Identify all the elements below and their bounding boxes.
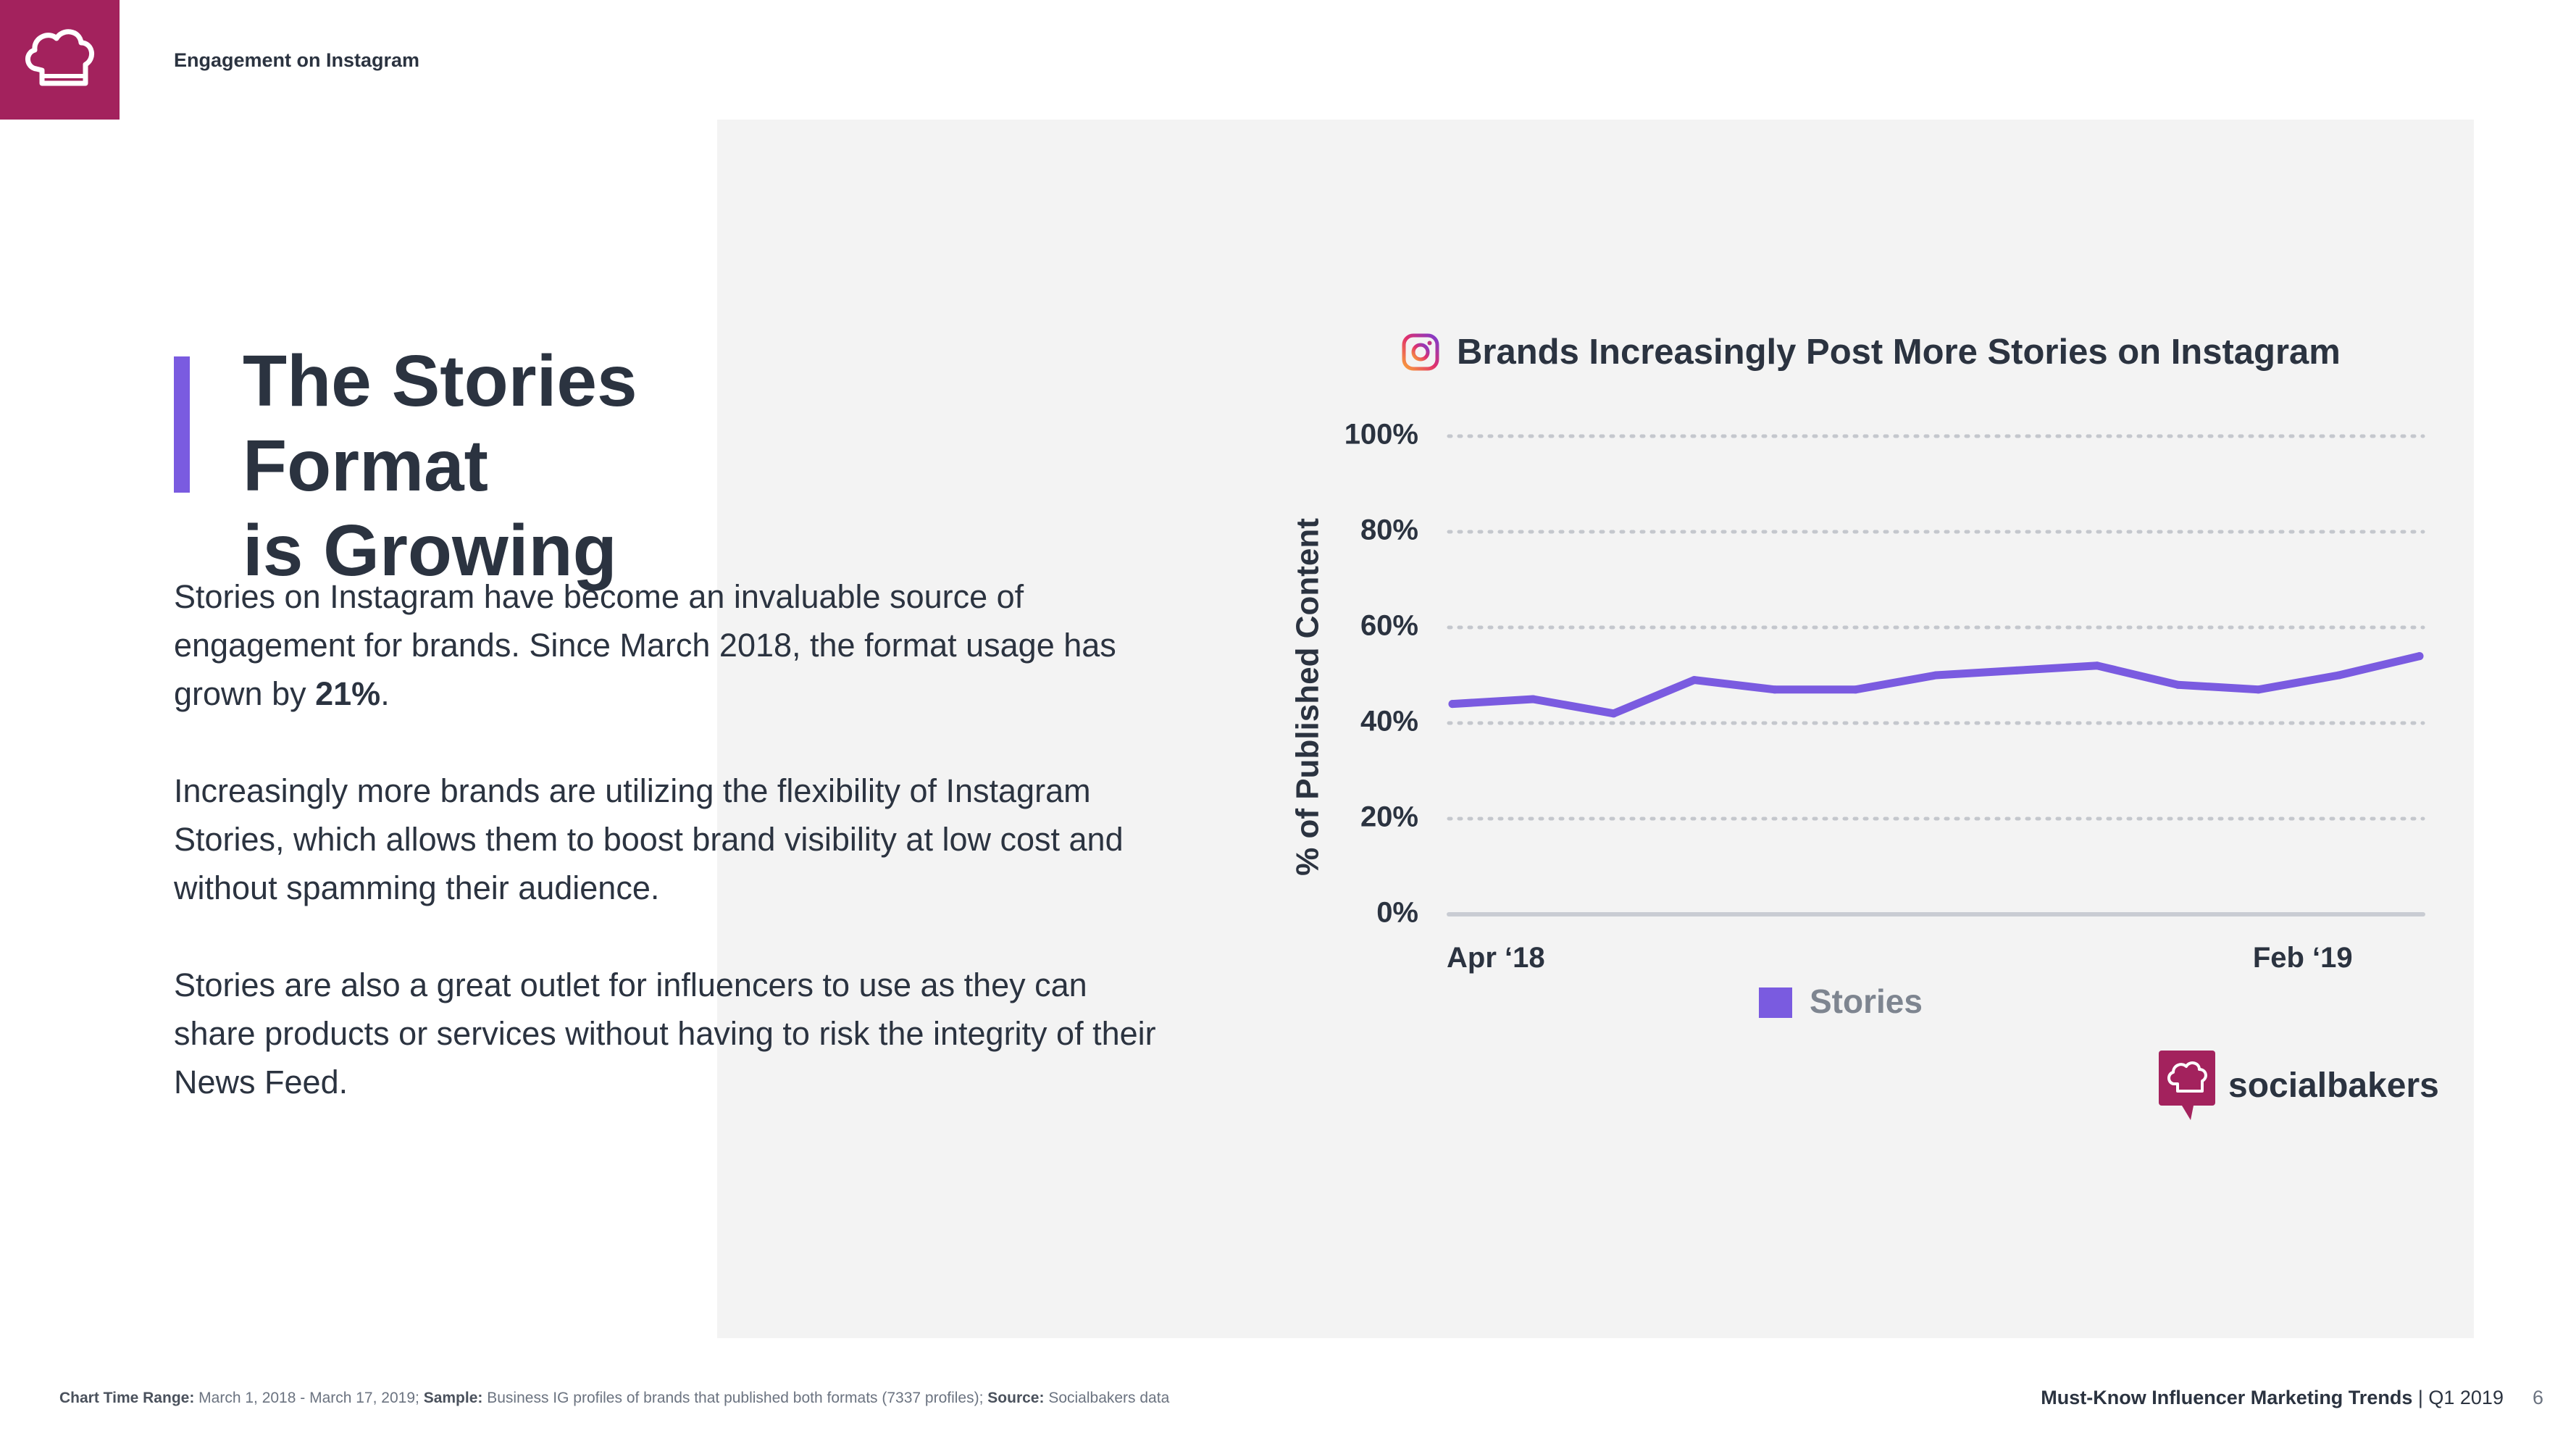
footer-report: Must-Know Influencer Marketing Trends | … bbox=[2041, 1387, 2543, 1409]
data-point bbox=[2415, 652, 2424, 661]
data-point bbox=[1448, 700, 1457, 709]
data-point bbox=[1770, 685, 1779, 694]
data-point bbox=[1529, 695, 1537, 703]
paragraph-3: Stories are also a great outlet for infl… bbox=[174, 966, 1156, 1101]
data-point bbox=[1690, 676, 1699, 685]
socialbakers-logo: socialbakers bbox=[2159, 1051, 2439, 1120]
footer-sample-value: Business IG profiles of brands that publ… bbox=[487, 1390, 984, 1406]
series-line-stories bbox=[1448, 652, 2424, 718]
y-tick-label: 60% bbox=[1360, 610, 1418, 642]
report-period: | Q1 2019 bbox=[2417, 1387, 2504, 1408]
x-tick-label: Feb ‘19 bbox=[2253, 942, 2353, 974]
footer-source-label: Source: bbox=[987, 1390, 1045, 1406]
paragraph-1-end: . bbox=[380, 675, 390, 712]
chart-header: Brands Increasingly Post More Stories on… bbox=[1402, 332, 2341, 372]
instagram-icon bbox=[1402, 333, 1439, 371]
paragraph-1: Stories on Instagram have become an inva… bbox=[174, 572, 1174, 718]
legend-swatch-stories bbox=[1759, 987, 1792, 1018]
chart-panel bbox=[717, 120, 2474, 1338]
brand-name: socialbakers bbox=[2228, 1066, 2439, 1105]
data-point bbox=[1851, 685, 1860, 694]
footer-range-label: Chart Time Range: bbox=[59, 1390, 195, 1406]
data-point bbox=[1610, 709, 1618, 718]
footer-sample-label: Sample: bbox=[423, 1390, 483, 1406]
y-tick-label: 20% bbox=[1360, 801, 1418, 833]
footer-source-value: Socialbakers data bbox=[1048, 1390, 1170, 1406]
y-tick-label: 0% bbox=[1376, 897, 1418, 929]
socialbakers-logo-icon bbox=[2159, 1051, 2215, 1120]
footer-range-value: March 1, 2018 - March 17, 2019; bbox=[198, 1390, 419, 1406]
page-title-line-1: The Stories Format bbox=[243, 341, 637, 506]
page-number: 6 bbox=[2532, 1387, 2543, 1408]
data-point bbox=[1932, 671, 1940, 680]
section-label: Engagement on Instagram bbox=[174, 49, 420, 71]
legend-label-stories: Stories bbox=[1810, 982, 1923, 1020]
growth-value: 21% bbox=[315, 675, 381, 712]
y-tick-label: 40% bbox=[1360, 706, 1418, 738]
data-point bbox=[2335, 671, 2343, 680]
data-point bbox=[2012, 666, 2021, 675]
data-point bbox=[2173, 680, 2182, 689]
headline-accent-bar bbox=[174, 356, 190, 493]
y-tick-label: 80% bbox=[1360, 514, 1418, 546]
x-tick-label: Apr ‘18 bbox=[1447, 942, 1545, 974]
y-axis-label: % of Published Content bbox=[1290, 518, 1326, 876]
chart-title: Brands Increasingly Post More Stories on… bbox=[1457, 333, 2341, 372]
page-title-line-2: is Growing bbox=[243, 510, 617, 591]
data-point bbox=[2254, 685, 2262, 694]
report-title-group: Must-Know Influencer Marketing Trends | … bbox=[2041, 1387, 2504, 1409]
paragraph-2: Increasingly more brands are utilizing t… bbox=[174, 772, 1124, 906]
paragraph-1-text: Stories on Instagram have become an inva… bbox=[174, 578, 1116, 712]
y-tick-label: 100% bbox=[1345, 419, 1418, 451]
body-copy: Stories on Instagram have become an inva… bbox=[174, 572, 1174, 1155]
report-title: Must-Know Influencer Marketing Trends bbox=[2041, 1387, 2413, 1408]
brand-logo-icon bbox=[0, 0, 120, 120]
page-title: The Stories Format is Growing bbox=[243, 339, 895, 593]
data-point bbox=[2093, 661, 2102, 670]
footer-notes: Chart Time Range: March 1, 2018 - March … bbox=[59, 1390, 1169, 1407]
